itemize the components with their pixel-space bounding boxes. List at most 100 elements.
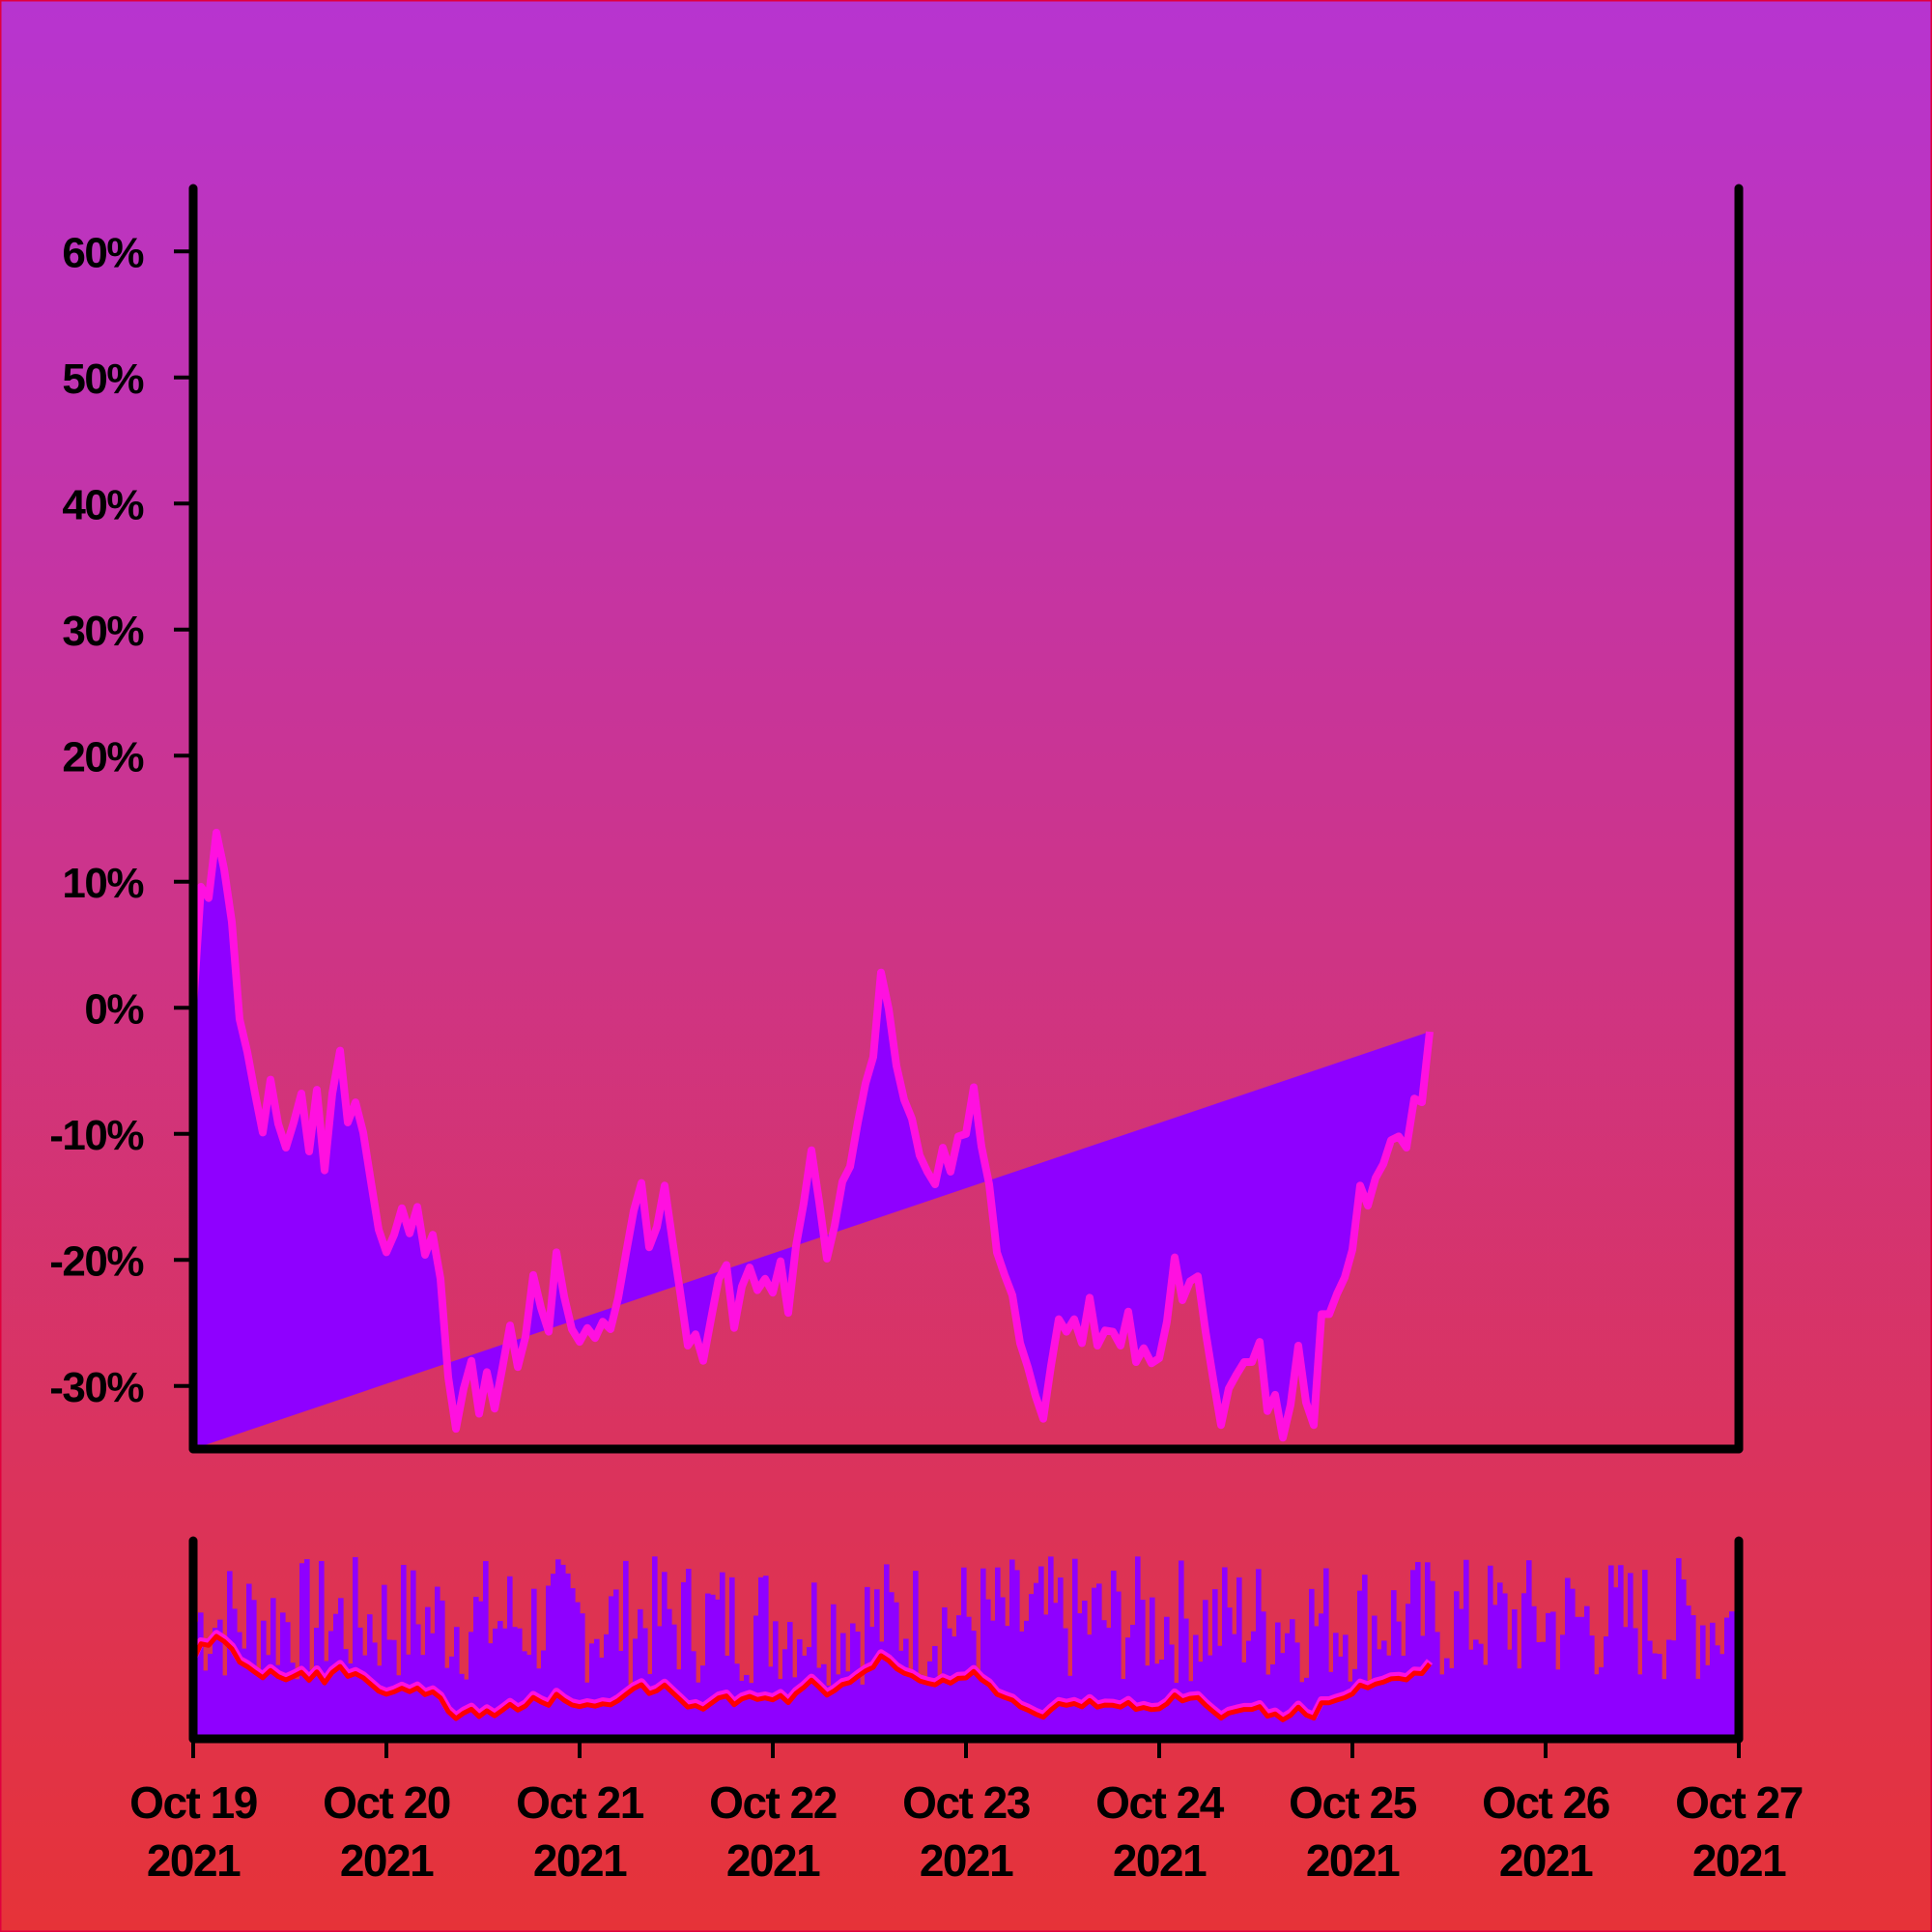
volume-bar <box>845 1671 851 1739</box>
volume-bar <box>758 1577 764 1739</box>
x-tick-label-year: 2021 <box>1499 1835 1593 1886</box>
volume-bar <box>1690 1615 1696 1739</box>
volume-bar <box>546 1585 552 1739</box>
volume-bar <box>541 1650 547 1739</box>
volume-bar <box>691 1651 696 1739</box>
volume-bar <box>1715 1645 1720 1739</box>
volume-bar <box>686 1569 692 1739</box>
x-tick-label-year: 2021 <box>1306 1835 1400 1886</box>
x-tick-label-date: Oct 19 <box>129 1777 257 1828</box>
x-tick-label-year: 2021 <box>340 1835 434 1886</box>
volume-bar <box>1550 1611 1556 1739</box>
volume-bar <box>1391 1590 1397 1739</box>
volume-bar <box>1671 1640 1677 1739</box>
y-tick-label: 0% <box>84 985 143 1033</box>
volume-bar <box>565 1573 571 1739</box>
volume-bar <box>609 1596 614 1739</box>
volume-bar <box>324 1661 329 1739</box>
volume-bar <box>536 1668 542 1739</box>
volume-bar <box>831 1604 837 1739</box>
volume-bar <box>1507 1649 1513 1739</box>
x-tick-label-date: Oct 21 <box>516 1777 644 1828</box>
volume-bar <box>1082 1600 1088 1739</box>
x-tick-label-year: 2021 <box>147 1835 241 1886</box>
volume-bar <box>1584 1605 1590 1739</box>
volume-panel: Oct 19 2021 Oct 20 2021 Oct 21 2021 Oct 22 2021… <box>129 1536 1804 1886</box>
volume-bar <box>681 1581 687 1739</box>
volume-bar <box>971 1631 977 1739</box>
volume-bar <box>1294 1642 1300 1739</box>
price-line <box>193 828 1434 1442</box>
volume-bar <box>1468 1649 1474 1739</box>
volume-bar <box>227 1571 233 1739</box>
y-tick-label: -30% <box>49 1364 143 1411</box>
volume-bar <box>1130 1624 1136 1739</box>
volume-bar <box>1541 1641 1547 1739</box>
volume-bar <box>1174 1683 1179 1739</box>
volume-bar <box>1009 1559 1015 1739</box>
volume-bar <box>1647 1640 1653 1739</box>
volume-bar <box>952 1636 957 1739</box>
volume-bar <box>715 1599 721 1739</box>
volume-bar <box>497 1621 503 1739</box>
volume-bar <box>1111 1570 1117 1739</box>
volume-bar <box>1333 1633 1339 1739</box>
volume-bar <box>406 1654 412 1739</box>
y-tick-label: 10% <box>62 860 143 907</box>
volume-bar <box>1150 1597 1155 1739</box>
volume-bar <box>1222 1567 1228 1739</box>
volume-bar <box>884 1564 890 1739</box>
x-tick-label-date: Oct 26 <box>1482 1777 1609 1828</box>
x-tick-label-year: 2021 <box>920 1835 1013 1886</box>
x-tick-label-year: 2021 <box>533 1835 627 1886</box>
y-tick-label: 20% <box>62 733 143 781</box>
volume-bar <box>594 1638 600 1739</box>
volume-bar <box>908 1675 914 1739</box>
volume-bar <box>1531 1605 1537 1739</box>
volume-bar <box>1420 1635 1426 1739</box>
volume-bar <box>469 1632 474 1739</box>
y-tick-label: 30% <box>62 608 143 655</box>
volume-bar <box>208 1654 213 1739</box>
volume-bar <box>937 1682 943 1739</box>
volume-bar <box>357 1627 363 1739</box>
volume-bar <box>1381 1640 1387 1739</box>
volume-bar <box>377 1665 383 1739</box>
volume-bar <box>1000 1597 1006 1739</box>
volume-bar <box>1570 1588 1576 1739</box>
volume-bar <box>1362 1575 1368 1739</box>
volume-bar <box>203 1670 209 1739</box>
y-tick-label: 40% <box>62 481 143 528</box>
volume-bar <box>425 1606 431 1739</box>
volume-bar <box>802 1655 808 1739</box>
volume-bar <box>1492 1605 1498 1739</box>
volume-bar <box>353 1556 358 1739</box>
volume-bar <box>488 1643 494 1739</box>
volume-bar <box>1676 1558 1682 1739</box>
volume-bar <box>1043 1614 1049 1739</box>
volume-bar <box>1005 1626 1010 1739</box>
volume-bar <box>1488 1565 1493 1739</box>
volume-bar <box>411 1570 416 1739</box>
volume-bar <box>1275 1622 1281 1739</box>
volume-bar <box>1323 1568 1329 1739</box>
price-area <box>193 832 1430 1446</box>
volume-bar <box>1430 1580 1435 1739</box>
volume-bar <box>1265 1674 1271 1739</box>
volume-bar <box>1038 1566 1044 1739</box>
x-tick-label-date: Oct 25 <box>1289 1777 1417 1828</box>
volume-bar <box>1628 1573 1634 1739</box>
volume-bar <box>923 1676 928 1739</box>
volume-bar <box>217 1619 223 1739</box>
volume-bar <box>811 1582 817 1739</box>
volume-bar <box>478 1601 484 1739</box>
volume-bar <box>1063 1628 1068 1739</box>
volume-bar <box>1613 1587 1619 1739</box>
volume-bar <box>459 1673 465 1739</box>
volume-bar <box>778 1678 783 1739</box>
volume-overlay-line-red <box>193 1634 1432 1722</box>
volume-bar <box>473 1597 479 1739</box>
volume-bar <box>1724 1617 1730 1739</box>
volume-bar <box>570 1588 576 1739</box>
x-tick-label-year: 2021 <box>1113 1835 1207 1886</box>
